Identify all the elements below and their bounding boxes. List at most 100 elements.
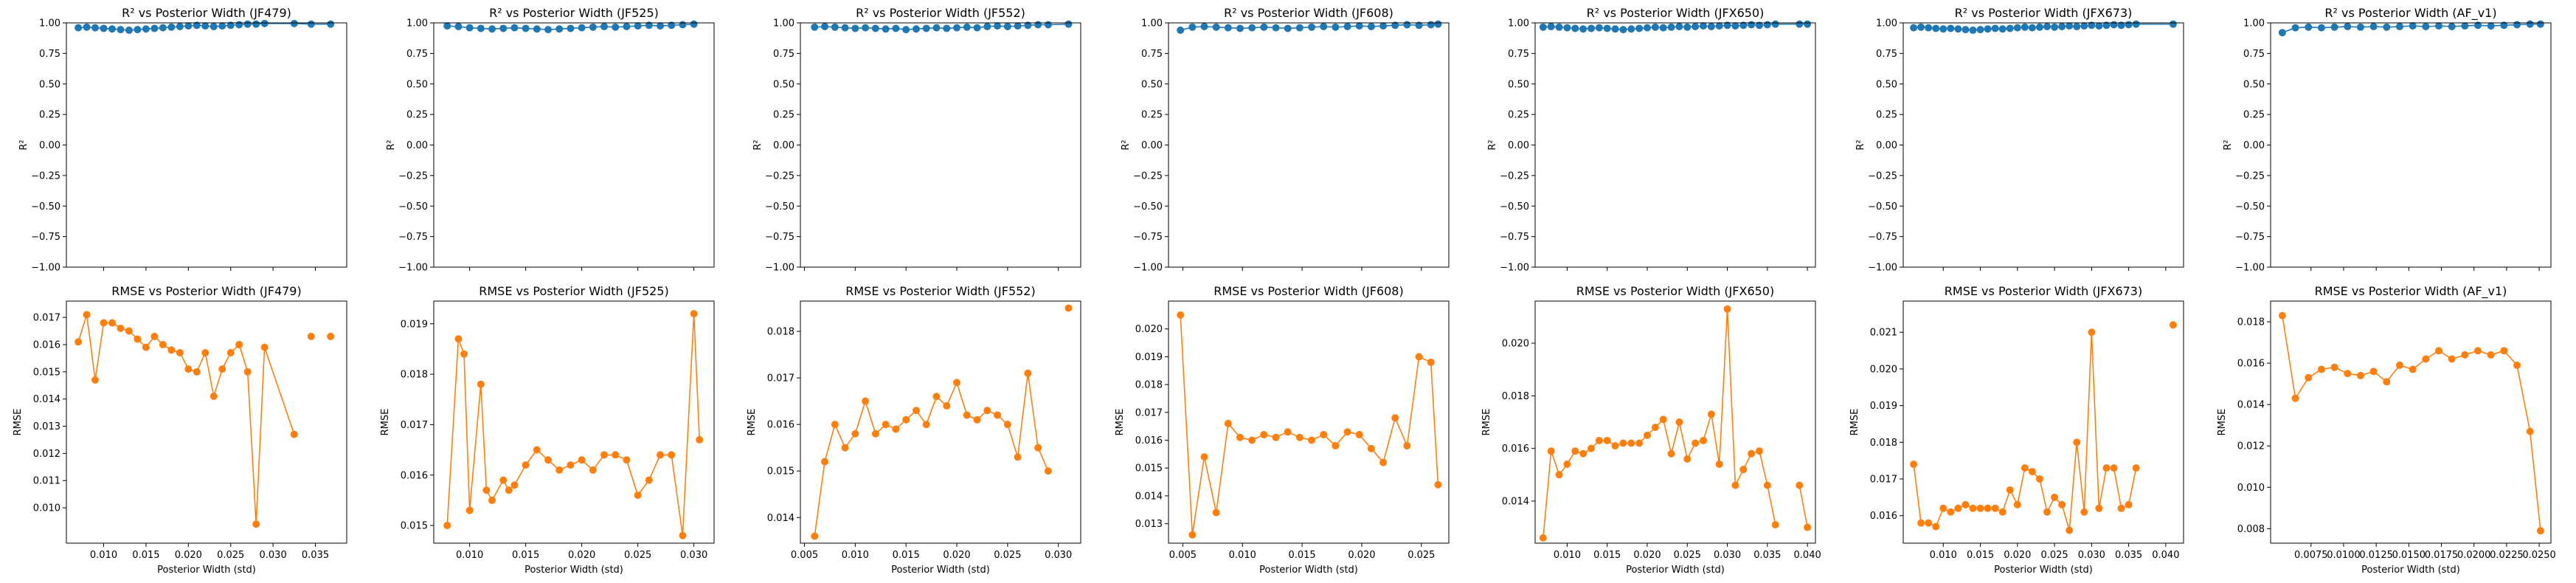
y-tick-label: −0.50 <box>1868 201 1897 213</box>
y-tick-label: −0.25 <box>765 170 794 182</box>
y-tick-label: 0.50 <box>1508 79 1529 90</box>
data-point <box>1635 439 1644 447</box>
data-point <box>226 21 235 30</box>
data-point <box>290 19 298 27</box>
series-group <box>1910 321 2177 534</box>
data-point <box>2028 468 2036 476</box>
data-point <box>100 319 108 327</box>
x-tick-label: 0.010 <box>1554 550 1581 561</box>
y-tick-label: 0.25 <box>1876 110 1897 121</box>
x-tick-label: 0.0150 <box>2392 550 2426 561</box>
data-point <box>2080 508 2088 516</box>
data-point <box>454 22 463 30</box>
data-point <box>2356 371 2364 379</box>
series-group <box>1177 20 1442 34</box>
y-tick-label: 0.25 <box>39 110 60 121</box>
data-point <box>1667 23 1675 31</box>
x-tick-label: 0.035 <box>1753 550 1781 561</box>
y-tick-label: −1.00 <box>765 263 794 274</box>
data-point <box>1675 22 1683 30</box>
data-point <box>567 24 575 32</box>
data-point <box>1954 25 1962 33</box>
data-point <box>912 25 920 33</box>
y-tick-label: 1.00 <box>1508 18 1529 30</box>
x-tick-label: 0.025 <box>1408 550 1435 561</box>
data-point <box>1024 21 1032 30</box>
data-point <box>1976 504 1984 512</box>
data-point <box>1595 24 1603 32</box>
data-point <box>657 451 665 459</box>
chart-title: R² vs Posterior Width (JF552) <box>856 6 1025 20</box>
data-point <box>117 324 125 332</box>
data-point <box>1651 424 1659 432</box>
series-group <box>2278 20 2544 37</box>
data-point <box>1707 410 1715 418</box>
y-tick-label: −1.00 <box>398 263 428 274</box>
y-axis-label: RMSE <box>747 409 758 436</box>
data-point <box>2487 351 2495 359</box>
data-point <box>963 23 971 31</box>
y-tick-label: 0.016 <box>1502 444 1529 455</box>
data-point <box>2409 22 2417 30</box>
data-point <box>1248 24 1256 32</box>
data-point <box>159 24 167 32</box>
y-tick-label: 0.018 <box>401 370 428 381</box>
data-point <box>510 481 519 489</box>
data-point <box>108 25 116 33</box>
data-point <box>1910 24 1918 32</box>
data-point <box>973 415 981 424</box>
data-point <box>1917 23 1925 31</box>
y-tick-label: 0.016 <box>1135 435 1163 446</box>
chart-title: R² vs Posterior Width (JFX650) <box>1587 6 1765 20</box>
x-tick-label: 0.010 <box>1229 550 1256 561</box>
data-point <box>1044 467 1052 475</box>
x-axis-label: Posterior Width (std) <box>891 565 990 576</box>
data-point <box>443 22 451 30</box>
data-point <box>922 421 930 429</box>
x-axis-label: Posterior Width (std) <box>1259 565 1358 576</box>
y-axis-label: RMSE <box>13 409 24 436</box>
y-axis-label: RMSE <box>380 409 391 436</box>
data-point <box>1284 24 1292 32</box>
data-point <box>1611 442 1619 450</box>
x-tick-label: 0.010 <box>1930 550 1957 561</box>
data-point <box>1343 428 1351 436</box>
data-point <box>1991 504 1999 512</box>
data-point <box>2500 347 2508 355</box>
data-point <box>1284 428 1292 436</box>
y-tick-label: 0.020 <box>1870 364 1897 375</box>
data-point <box>1200 22 1208 30</box>
data-point <box>841 444 849 452</box>
data-point <box>1939 25 1947 33</box>
data-point <box>589 466 597 474</box>
y-tick-label: 0.010 <box>33 503 60 514</box>
data-point <box>851 24 859 32</box>
y-tick-label: 0.00 <box>1876 140 1897 151</box>
y-tick-label: 0.017 <box>33 313 60 324</box>
data-point <box>882 421 890 429</box>
data-point <box>2461 22 2469 30</box>
data-point <box>1379 458 1388 466</box>
y-tick-label: −0.50 <box>1133 201 1163 213</box>
x-tick-label: 0.030 <box>1714 550 1741 561</box>
y-tick-label: 0.75 <box>1508 49 1529 60</box>
data-point <box>2317 365 2325 373</box>
y-axis-label: RMSE <box>1849 409 1860 436</box>
data-point <box>134 26 142 34</box>
x-tick-label: 0.020 <box>2004 550 2031 561</box>
data-point <box>1651 23 1659 31</box>
data-point <box>454 335 463 343</box>
data-point <box>1295 24 1303 32</box>
y-tick-label: 0.014 <box>33 394 60 405</box>
data-point <box>2395 361 2403 369</box>
data-point <box>2006 24 2014 32</box>
plot-frame <box>433 22 715 268</box>
data-point <box>2132 464 2140 472</box>
data-point <box>499 24 508 32</box>
data-point <box>2383 23 2391 31</box>
y-tick-label: 0.014 <box>1502 496 1529 507</box>
data-point <box>811 23 819 31</box>
data-point <box>1659 415 1667 424</box>
